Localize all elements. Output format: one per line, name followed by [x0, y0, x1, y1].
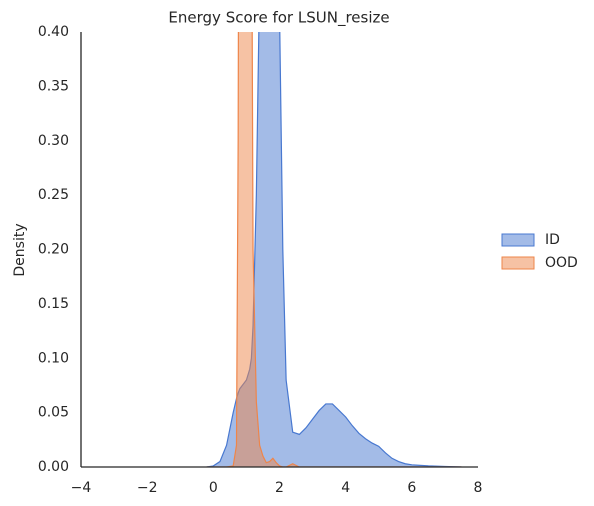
legend-label: ID	[545, 232, 560, 248]
y-tick-label: 0.25	[38, 187, 69, 203]
x-tick-label: −4	[71, 480, 92, 496]
x-tick-label: 0	[209, 480, 218, 496]
x-tick-label: 2	[275, 480, 284, 496]
x-tick-label: 8	[474, 480, 483, 496]
y-tick-label: 0.20	[38, 242, 69, 258]
density-area	[206, 32, 462, 467]
y-tick-label: 0.40	[38, 24, 69, 40]
y-tick-label: 0.10	[38, 350, 69, 366]
y-tick-label: 0.30	[38, 133, 69, 149]
chart-title: Energy Score for LSUN_resize	[168, 9, 389, 28]
x-tick-label: −2	[137, 480, 158, 496]
y-axis-label: Density	[12, 223, 28, 276]
x-tick-label: 6	[407, 480, 416, 496]
y-tick-label: 0.35	[38, 78, 69, 94]
y-tick-label: 0.15	[38, 296, 69, 312]
plot-area	[206, 32, 462, 467]
legend-label: OOD	[545, 255, 578, 271]
x-tick-label: 4	[341, 480, 350, 496]
y-tick-label: 0.05	[38, 405, 69, 421]
y-tick-label: 0.00	[38, 459, 69, 475]
legend-swatch	[501, 233, 535, 247]
density-area	[206, 32, 462, 467]
legend-swatch	[501, 256, 535, 270]
